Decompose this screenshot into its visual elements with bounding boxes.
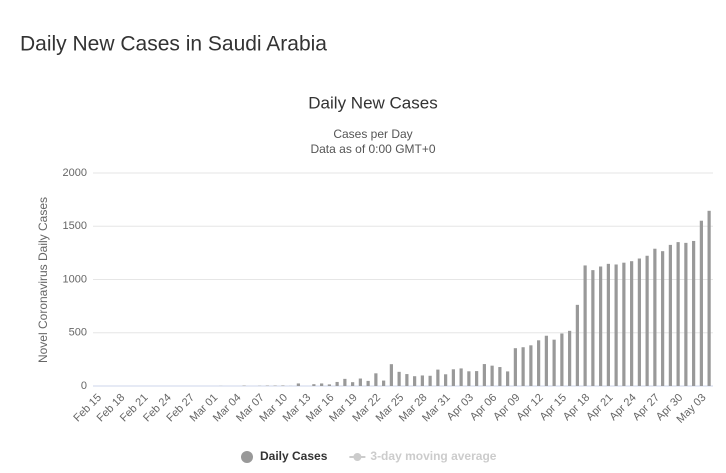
bar (366, 380, 370, 386)
bar (630, 261, 634, 386)
bar (358, 378, 362, 386)
bar (575, 304, 579, 386)
bar (552, 339, 556, 386)
bar (699, 220, 703, 386)
bar (327, 384, 331, 386)
bar (676, 242, 680, 386)
bar (444, 374, 448, 386)
bar (537, 340, 541, 386)
bar (320, 383, 324, 386)
bar (335, 381, 339, 386)
bar (475, 371, 479, 386)
bar (382, 380, 386, 386)
page-title: Daily New Cases in Saudi Arabia (20, 33, 327, 56)
y-tick-label: 1500 (63, 220, 87, 232)
bar (661, 251, 665, 386)
bar (521, 347, 525, 386)
bar (405, 374, 409, 386)
bar (397, 371, 401, 386)
y-tick-label: 1000 (63, 273, 87, 285)
bar (420, 375, 424, 386)
bar (451, 369, 455, 386)
y-axis-label: Novel Coronavirus Daily Cases (36, 197, 50, 363)
bar (436, 369, 440, 386)
bar (653, 248, 657, 386)
chart-subtitle: Cases per Day (333, 127, 412, 141)
bar (684, 242, 688, 386)
y-tick-label: 500 (69, 327, 87, 339)
bar (544, 335, 548, 386)
bar (583, 265, 587, 386)
bar (591, 270, 595, 386)
legend-label: 3-day moving average (370, 449, 496, 463)
bar (560, 333, 564, 386)
legend-symbol (353, 453, 362, 461)
bar (614, 264, 618, 386)
bar (343, 378, 347, 386)
bar (668, 244, 672, 386)
bar (490, 365, 494, 386)
bar (506, 371, 510, 386)
bar (645, 255, 649, 386)
bar (281, 385, 285, 386)
bar (296, 383, 300, 386)
bar (312, 384, 316, 386)
bar (513, 348, 517, 386)
legend-label: Daily Cases (260, 449, 328, 463)
bar (606, 263, 610, 386)
bar (413, 376, 417, 386)
bar (529, 345, 533, 386)
bar (568, 330, 572, 386)
bar (374, 373, 378, 386)
legend-symbol (241, 451, 253, 463)
bar (498, 367, 502, 386)
chart-subtitle: Data as of 0:00 GMT+0 (310, 142, 435, 156)
bar (692, 240, 696, 386)
bar (482, 364, 486, 386)
y-tick-label: 0 (81, 380, 87, 392)
bar (707, 210, 711, 386)
bar (428, 375, 432, 386)
bar (622, 262, 626, 386)
bar (389, 364, 393, 386)
bar (599, 266, 603, 386)
bar (459, 368, 463, 386)
y-tick-label: 2000 (63, 167, 87, 179)
chart-title: Daily New Cases (308, 93, 437, 112)
bar (467, 371, 471, 386)
bar (637, 258, 641, 386)
bar (351, 382, 355, 386)
